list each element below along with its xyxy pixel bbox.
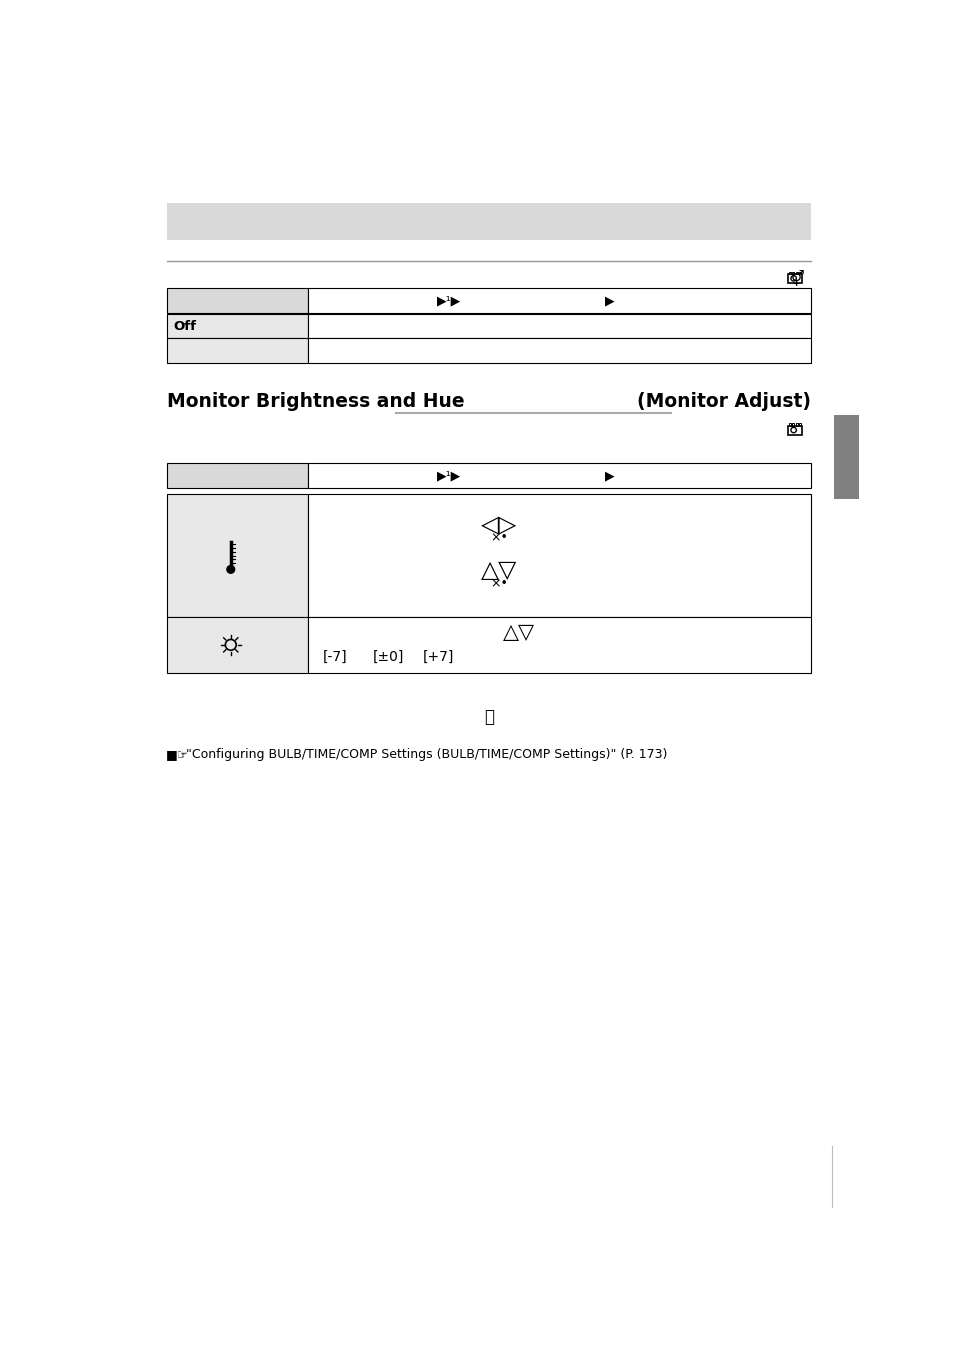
Text: ▶¹▶: ▶¹▶ xyxy=(436,294,460,307)
Bar xyxy=(167,288,308,313)
Bar xyxy=(308,463,810,487)
Bar xyxy=(792,423,794,426)
Text: ▶: ▶ xyxy=(604,470,614,482)
Text: ⨯•: ⨯• xyxy=(490,532,508,544)
Bar xyxy=(787,274,801,282)
Bar xyxy=(799,423,801,426)
Bar xyxy=(788,423,790,426)
Text: [-7]: [-7] xyxy=(322,650,347,664)
Text: ◁▷: ◁▷ xyxy=(480,513,517,537)
Text: (Monitor Adjust): (Monitor Adjust) xyxy=(636,392,810,411)
Bar xyxy=(792,271,794,274)
Text: ▶¹▶: ▶¹▶ xyxy=(436,470,460,482)
Text: ⨯•: ⨯• xyxy=(490,577,508,590)
Text: [±0]: [±0] xyxy=(373,650,404,664)
Bar xyxy=(787,426,801,434)
Bar xyxy=(167,617,308,673)
Text: ▶: ▶ xyxy=(604,294,614,307)
Text: ⒪: ⒪ xyxy=(483,708,494,726)
Bar xyxy=(167,313,308,338)
Text: △▽: △▽ xyxy=(503,622,535,642)
Bar xyxy=(308,617,810,673)
Bar xyxy=(799,271,801,274)
Bar xyxy=(308,338,810,364)
Bar xyxy=(308,494,810,617)
Text: Off: Off xyxy=(173,320,196,332)
Bar xyxy=(795,271,797,274)
Bar xyxy=(167,338,308,364)
Bar xyxy=(167,204,810,240)
Bar xyxy=(308,313,810,338)
Text: ■☞: ■☞ xyxy=(166,748,189,761)
Text: Monitor Brightness and Hue: Monitor Brightness and Hue xyxy=(167,392,464,411)
Bar xyxy=(308,288,810,313)
Circle shape xyxy=(227,566,234,573)
Bar xyxy=(167,463,308,487)
Bar xyxy=(167,494,308,617)
Bar xyxy=(795,423,797,426)
Bar xyxy=(833,415,858,499)
Bar xyxy=(788,271,790,274)
Text: △▽: △▽ xyxy=(480,558,517,582)
Text: "Configuring BULB/TIME/COMP Settings (BULB/TIME/COMP Settings)" (P. 173): "Configuring BULB/TIME/COMP Settings (BU… xyxy=(186,748,666,761)
Text: ⚥: ⚥ xyxy=(790,270,803,286)
Text: [+7]: [+7] xyxy=(422,650,454,664)
